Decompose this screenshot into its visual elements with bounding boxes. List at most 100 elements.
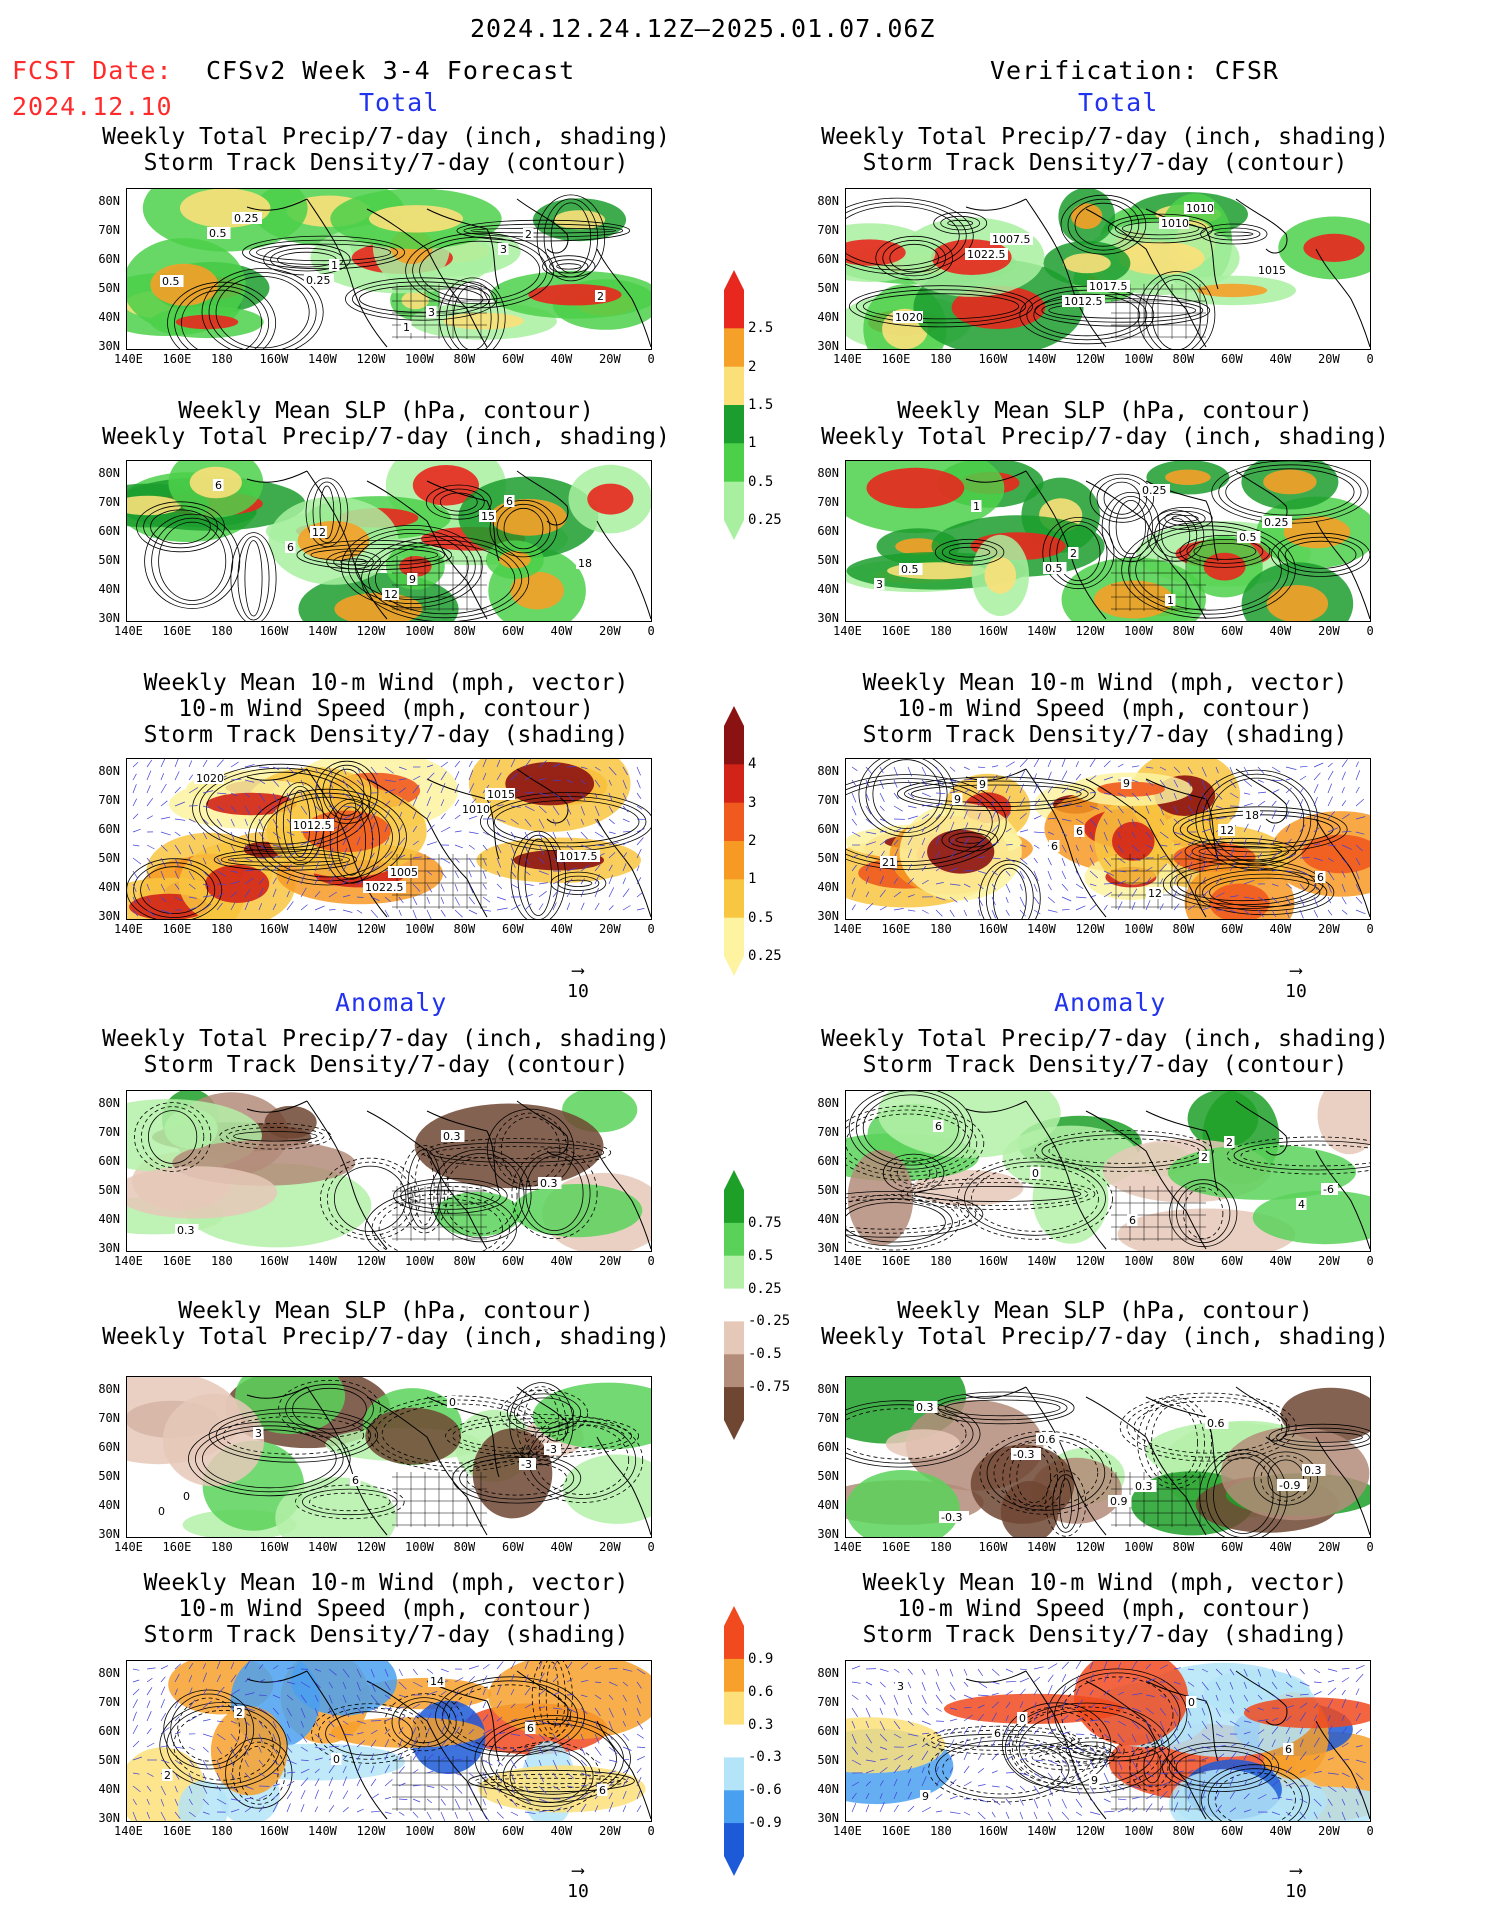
wind-vector — [949, 883, 961, 886]
colorbar-segment — [724, 328, 744, 368]
wind-vector — [510, 1759, 517, 1769]
wind-vector — [1047, 759, 1052, 768]
wind-vector — [1341, 1714, 1345, 1722]
contour-line — [1004, 1702, 1170, 1794]
wind-vector — [1229, 1694, 1235, 1704]
contour-line — [1267, 1459, 1304, 1498]
wind-vector — [328, 766, 333, 776]
map-plot: -3 0 3 6 0 -3 0 — [126, 1376, 652, 1538]
contour-label-bg — [557, 850, 600, 862]
contour-line — [225, 1737, 293, 1809]
panel-title-line: Weekly Total Precip/7-day (inch, shading… — [821, 1026, 1389, 1052]
wind-vector — [202, 903, 212, 911]
lon-tick-label: 60W — [502, 1824, 524, 1838]
wind-vector — [566, 1720, 573, 1728]
contour-label-bg — [207, 227, 231, 239]
contour-line — [215, 1412, 372, 1459]
contour-line — [319, 485, 335, 539]
wind-vector — [1033, 1785, 1041, 1795]
wind-vector — [370, 1729, 378, 1735]
map-plot: 1022.5 1012.5 1010 1015 1020 1007.5 1017.5 1010 — [845, 188, 1371, 350]
wind-vector — [412, 775, 421, 781]
contour-line — [1195, 769, 1319, 871]
wind-vector — [552, 831, 557, 839]
contour-line — [1047, 1668, 1188, 1762]
contour-line — [1154, 513, 1198, 558]
wind-vector — [1327, 1785, 1337, 1793]
contour-label-bg — [498, 243, 509, 255]
wind-vector — [893, 891, 902, 898]
vector-ref-4: ⟶ 10 — [1285, 1860, 1307, 1902]
wind-vector — [865, 1681, 873, 1686]
wind-vector — [356, 1763, 361, 1774]
wind-vector — [510, 844, 516, 855]
contour-line — [1034, 1130, 1214, 1172]
contour-line — [1151, 279, 1202, 349]
wind-vector — [1117, 1759, 1123, 1770]
contour-label: 6 — [1317, 871, 1324, 884]
wind-vector — [1089, 904, 1097, 911]
contour-line — [143, 505, 218, 549]
panel-title-line: 10-m Wind Speed (mph, contour) — [178, 1596, 594, 1622]
wind-vector — [356, 880, 364, 885]
wind-vector — [538, 1759, 542, 1766]
wind-vector — [622, 766, 628, 776]
wind-vector — [893, 1668, 900, 1673]
wind-vector — [300, 864, 305, 872]
contour-line — [393, 1178, 508, 1214]
wind-vector — [1201, 1707, 1206, 1716]
lon-tick-label: 160W — [259, 1540, 289, 1554]
wind-vector — [1047, 1728, 1057, 1735]
wind-vector — [482, 870, 487, 879]
lon-tick-label: 100W — [1124, 1540, 1153, 1554]
wind-vector — [342, 827, 348, 833]
wind-vector — [398, 778, 407, 781]
wind-vector — [412, 1736, 418, 1748]
wind-vector — [1341, 786, 1345, 794]
wind-vector — [865, 851, 874, 859]
lat-tick-label: 40N — [98, 880, 120, 894]
wind-vector — [286, 1707, 293, 1717]
wind-vector — [851, 904, 856, 911]
wind-vector — [454, 760, 461, 768]
contour-label-bg — [893, 311, 923, 323]
wind-vector — [893, 1707, 898, 1716]
wind-vector — [174, 1716, 180, 1722]
wind-vector — [963, 1738, 968, 1748]
contour-line — [311, 1703, 427, 1764]
wind-vector — [1131, 877, 1141, 885]
lon-tick-label: 100W — [1124, 1254, 1153, 1268]
wind-vector — [314, 1681, 321, 1689]
wind-vector — [230, 1759, 235, 1767]
shaded-core — [587, 483, 634, 515]
wind-vector — [370, 801, 378, 807]
wind-vector — [851, 1792, 857, 1800]
wind-vector — [202, 883, 211, 887]
wind-vector — [580, 779, 586, 785]
contour-label-bg — [1159, 217, 1189, 229]
wind-vector — [132, 1724, 139, 1735]
lon-tick-label: 160E — [881, 624, 911, 638]
wind-vector — [174, 870, 179, 880]
wind-vector — [991, 765, 999, 768]
wind-vector — [935, 779, 944, 786]
wind-vector — [1089, 1785, 1095, 1794]
wind-vector — [496, 1661, 504, 1670]
wind-vector — [1019, 1668, 1027, 1671]
contour-line — [1136, 1746, 1169, 1788]
wind-vector — [384, 779, 396, 783]
wind-vector — [1201, 1668, 1209, 1673]
contour-line — [1151, 1404, 1199, 1481]
wind-vector — [1005, 857, 1016, 863]
wind-vector — [907, 1791, 912, 1800]
wind-vector — [622, 877, 626, 885]
period-title: 2024.12.24.12Z–2025.01.07.06Z — [470, 14, 936, 43]
wind-vector — [244, 899, 250, 911]
wind-vector — [1285, 824, 1291, 833]
panel-title: Weekly Mean SLP (hPa, contour) Weekly Tot… — [66, 398, 706, 450]
shaded-core — [175, 314, 239, 330]
wind-vector — [216, 902, 223, 911]
contour-line — [489, 499, 558, 558]
wind-vector — [1355, 1811, 1360, 1818]
wind-vector — [1355, 857, 1361, 866]
